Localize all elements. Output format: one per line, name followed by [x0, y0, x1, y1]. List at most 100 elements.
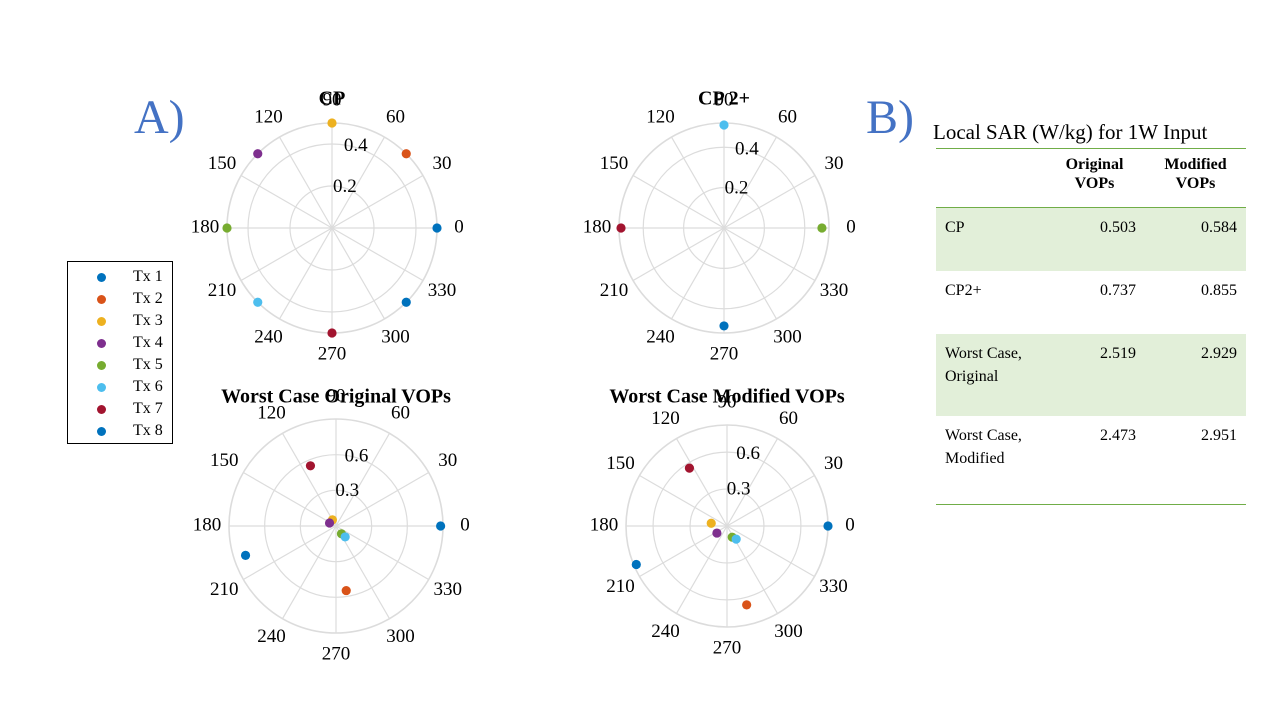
data-point [684, 463, 695, 473]
angle-tick-label: 210 [208, 280, 237, 301]
table-row: CP2+ 0.737 0.855 [936, 271, 1246, 334]
cell-modified: 0.584 [1145, 207, 1246, 271]
angle-tick-label: 270 [322, 643, 351, 664]
grid-spoke [281, 525, 337, 619]
angle-tick-label: 120 [254, 106, 283, 127]
grid-spoke [723, 136, 778, 229]
angle-tick-label: 210 [606, 576, 635, 597]
grid-spoke [639, 525, 728, 578]
radial-tick-label: 0.3 [727, 479, 751, 500]
angle-tick-label: 90 [323, 89, 342, 110]
angle-tick-label: 120 [257, 403, 286, 424]
angle-tick-label: 330 [433, 579, 462, 600]
row-label: CP2+ [945, 282, 982, 299]
data-point [253, 149, 263, 159]
radial-tick-label: 0.2 [333, 176, 357, 197]
angle-tick-label: 330 [428, 280, 457, 301]
data-point [719, 120, 729, 130]
data-point [327, 118, 337, 128]
data-point [823, 521, 833, 531]
sar-table: Original VOPs Modified VOPs CP 0.503 0.5… [936, 148, 1246, 505]
angle-tick-label: 30 [432, 153, 451, 174]
angle-tick-label: 60 [386, 106, 405, 127]
grid-ring [264, 454, 408, 598]
grid-spoke [723, 227, 816, 282]
legend-item: Tx 3 [68, 310, 172, 332]
legend-item: Tx 7 [68, 398, 172, 420]
angle-tick-label: 270 [710, 343, 739, 364]
angle-tick-label: 210 [210, 579, 239, 600]
grid-ring [642, 146, 806, 310]
grid-spoke [675, 525, 728, 614]
grid-ring [247, 143, 417, 313]
cell-original: 2.519 [1044, 334, 1145, 416]
polar-chart: Worst Case Original VOPs 0.3 0.6 0 30 60 90 120… [193, 385, 470, 664]
angle-tick-label: 150 [210, 450, 239, 471]
legend-marker-icon [97, 294, 106, 304]
angle-tick-label: 30 [824, 453, 843, 474]
grid-spoke [670, 136, 725, 229]
grid-spoke [243, 471, 337, 527]
legend-marker-icon [97, 272, 106, 282]
grid-spoke [723, 174, 816, 229]
angle-tick-label: 30 [824, 153, 843, 174]
grid-ring [652, 451, 802, 601]
angle-tick-label: 0 [460, 514, 470, 535]
angle-tick-label: 90 [327, 385, 346, 406]
data-point [742, 600, 752, 610]
row-label: Worst Case, Original [936, 334, 1044, 416]
angle-tick-label: 90 [718, 391, 737, 412]
legend-item: Tx 1 [68, 266, 172, 288]
legend-marker-icon [97, 404, 106, 414]
grid-spoke [335, 471, 429, 527]
sar-table-panel: Local SAR (W/kg) for 1W Input Original V… [932, 120, 1246, 505]
chart-title: Worst Case Original VOPs [221, 386, 451, 408]
radial-tick-label: 0.6 [345, 445, 369, 466]
angle-tick-label: 180 [193, 514, 222, 535]
polar-chart: CP 2+ 0.2 0.4 0 30 60 90 120 150 180 210 240 270 300 3… [583, 88, 856, 365]
data-point [253, 297, 263, 307]
legend-label: Tx 8 [133, 422, 163, 439]
data-point [432, 223, 442, 233]
grid-spoke [726, 474, 815, 527]
angle-tick-label: 0 [846, 216, 856, 237]
legend-item: Tx 2 [68, 288, 172, 310]
angle-tick-label: 240 [257, 626, 286, 647]
grid-spoke [670, 227, 725, 320]
grid-spoke [240, 227, 333, 282]
data-point [327, 328, 337, 338]
row-label: Worst Case, Modified [945, 427, 1022, 467]
angle-tick-label: 150 [208, 153, 237, 174]
angle-tick-label: 180 [590, 514, 619, 535]
data-point [616, 223, 626, 233]
data-point [305, 461, 316, 471]
data-point [340, 532, 350, 542]
angle-tick-label: 90 [715, 89, 734, 110]
data-point [324, 518, 335, 528]
radial-tick-label: 0.6 [736, 443, 760, 464]
grid-spoke [331, 227, 386, 320]
angle-tick-label: 180 [191, 216, 220, 237]
grid-spoke [639, 474, 728, 527]
angle-tick-label: 60 [391, 403, 410, 424]
data-point [341, 585, 351, 596]
angle-tick-label: 0 [845, 514, 855, 535]
table-header-row: Original VOPs Modified VOPs [936, 148, 1246, 208]
polar-chart: Worst Case Modified VOPs 0.3 0.6 0 30 60 90 120… [590, 386, 855, 659]
legend-marker-icon [97, 382, 106, 392]
legend-item: Tx 6 [68, 376, 172, 398]
legend-label: Tx 4 [133, 334, 163, 351]
angle-tick-label: 270 [713, 637, 742, 658]
legend-label: Tx 2 [133, 290, 163, 307]
cell-original: 2.473 [1100, 427, 1136, 444]
angle-tick-label: 270 [318, 343, 347, 364]
angle-tick-label: 30 [438, 450, 457, 471]
angle-tick-label: 330 [819, 576, 848, 597]
grid-ring [289, 185, 375, 271]
panel-label-b: B) [866, 91, 914, 144]
grid-spoke [675, 438, 728, 527]
angle-tick-label: 240 [254, 326, 283, 347]
data-point [706, 518, 716, 528]
legend-item: Tx 8 [68, 420, 172, 442]
